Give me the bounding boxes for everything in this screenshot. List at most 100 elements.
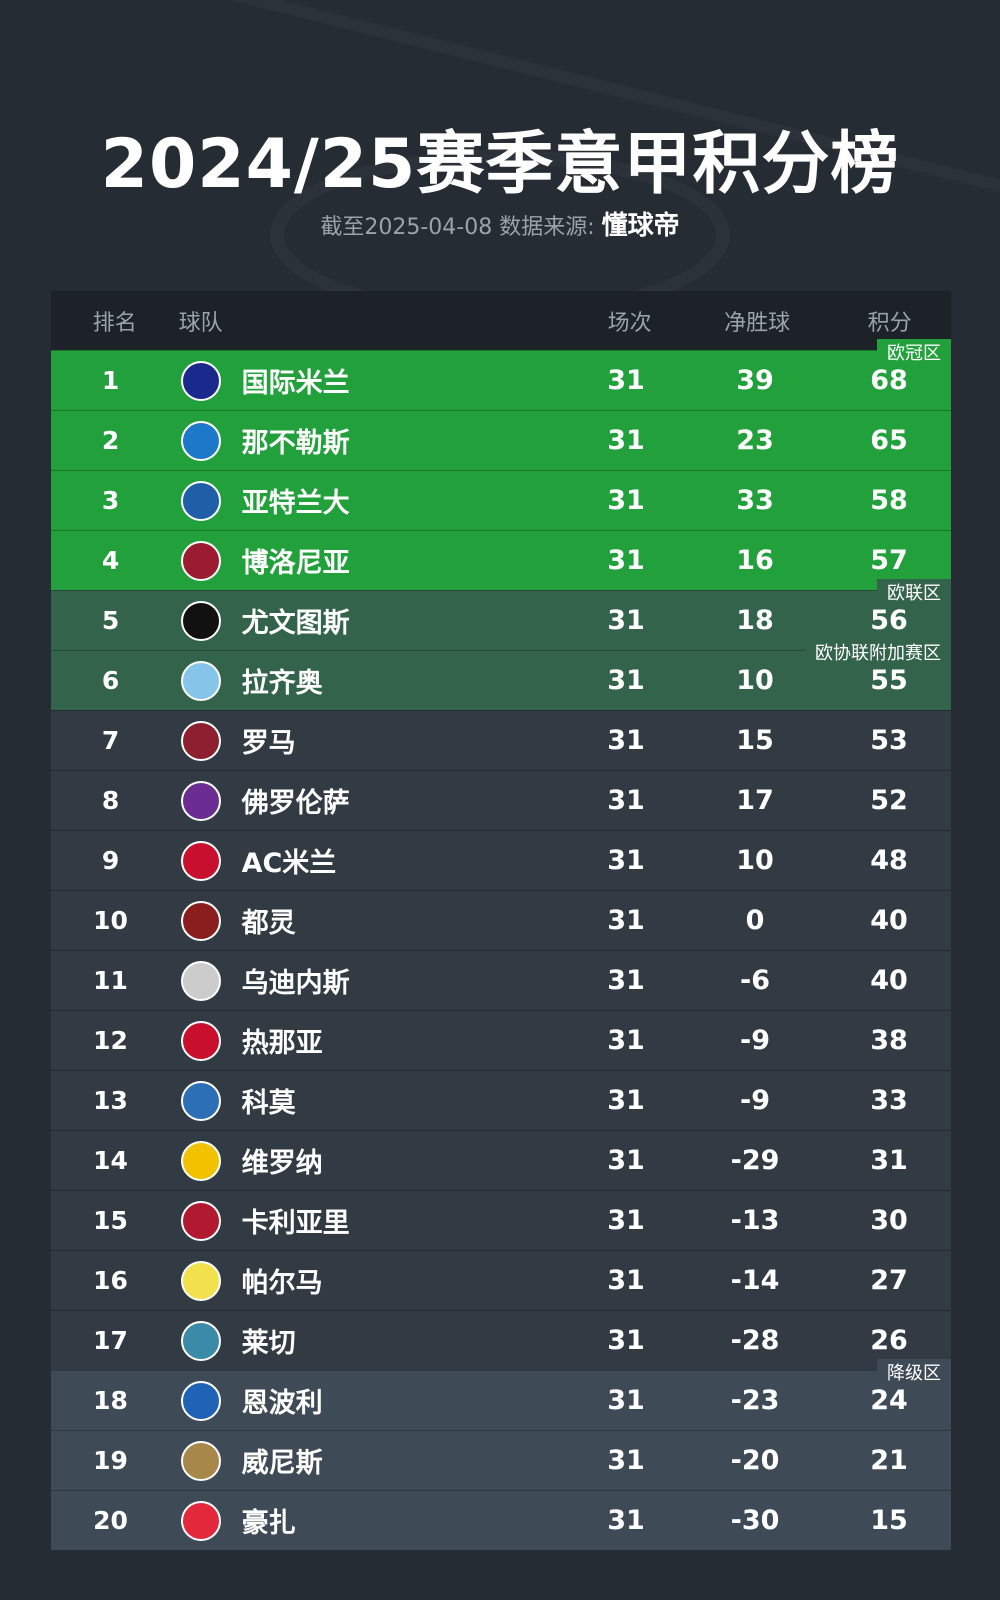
table-row[interactable]: 7 罗马 31 15 53 (51, 710, 951, 770)
rank: 19 (93, 1446, 128, 1475)
team-logo-icon (180, 960, 221, 1001)
team-logo-icon (180, 1380, 221, 1421)
played: 31 (607, 545, 645, 576)
rank: 14 (93, 1146, 128, 1175)
points: 30 (870, 1205, 908, 1236)
header-gd: 净胜球 (724, 310, 791, 336)
played: 31 (607, 1505, 645, 1536)
rank: 3 (101, 486, 120, 515)
subtitle: 截至2025-04-08 数据来源: 懂球帝 (0, 205, 1000, 242)
points: 24 (870, 1385, 908, 1416)
team-name[interactable]: 帕尔马 (241, 1268, 323, 1299)
rank: 5 (101, 606, 120, 635)
rank: 10 (93, 906, 128, 935)
team-name[interactable]: 威尼斯 (241, 1448, 323, 1479)
table-row[interactable]: 11 乌迪内斯 31 -6 40 (51, 950, 951, 1010)
table-row[interactable]: 降级区 18 恩波利 31 -23 24 (51, 1359, 951, 1430)
rank: 1 (101, 366, 120, 395)
table-row[interactable]: 17 莱切 31 -28 26 (51, 1310, 951, 1370)
table-row[interactable]: 16 帕尔马 31 -14 27 (51, 1250, 951, 1310)
zone-label-ucl: 欧冠区 (877, 339, 951, 367)
played: 31 (607, 605, 645, 636)
goal-difference: -9 (740, 1085, 771, 1116)
goal-difference: -14 (730, 1265, 780, 1296)
team-name[interactable]: 卡利亚里 (241, 1208, 350, 1239)
team-name[interactable]: 罗马 (241, 728, 296, 759)
team-logo-icon (180, 840, 221, 881)
table-row[interactable]: 10 都灵 31 0 40 (51, 890, 951, 950)
team-logo-icon (180, 1320, 221, 1361)
team-name[interactable]: 热那亚 (241, 1028, 323, 1059)
team-name[interactable]: 拉齐奥 (241, 668, 323, 699)
goal-difference: 10 (736, 845, 774, 876)
points: 57 (870, 545, 908, 576)
played: 31 (607, 1145, 645, 1176)
team-logo-icon (180, 1260, 221, 1301)
team-name[interactable]: 恩波利 (241, 1388, 323, 1419)
team-name[interactable]: 豪扎 (241, 1508, 296, 1539)
goal-difference: 16 (736, 545, 774, 576)
header-played: 场次 (607, 310, 652, 336)
table-row[interactable]: 4 博洛尼亚 31 16 57 (51, 530, 951, 590)
team-logo-icon (180, 1200, 221, 1241)
table-row[interactable]: 2 那不勒斯 31 23 65 (51, 410, 951, 470)
points: 31 (870, 1145, 908, 1176)
team-name[interactable]: 乌迪内斯 (241, 968, 350, 999)
played: 31 (607, 665, 645, 696)
team-name[interactable]: 莱切 (241, 1328, 296, 1359)
team-name[interactable]: AC米兰 (241, 848, 337, 879)
team-logo-icon (180, 720, 221, 761)
zone-label-rel: 降级区 (877, 1359, 951, 1387)
team-logo-icon (180, 1020, 221, 1061)
points: 53 (870, 725, 908, 756)
table-row[interactable]: 13 科莫 31 -9 33 (51, 1070, 951, 1130)
goal-difference: -29 (730, 1145, 780, 1176)
table-row[interactable]: 20 豪扎 31 -30 15 (51, 1490, 951, 1550)
team-logo-icon (180, 1500, 221, 1541)
table-row[interactable]: 14 维罗纳 31 -29 31 (51, 1130, 951, 1190)
source-name: 懂球帝 (601, 211, 680, 241)
points: 40 (870, 965, 908, 996)
table-row[interactable]: 19 威尼斯 31 -20 21 (51, 1430, 951, 1490)
team-logo-icon (180, 900, 221, 941)
table-row[interactable]: 9 AC米兰 31 10 48 (51, 830, 951, 890)
team-logo-icon (180, 1080, 221, 1121)
table-row[interactable]: 3 亚特兰大 31 33 58 (51, 470, 951, 530)
points: 65 (870, 425, 908, 456)
goal-difference: 0 (745, 905, 765, 936)
table-row[interactable]: 欧冠区 1 国际米兰 31 39 68 (51, 339, 951, 410)
rank: 9 (101, 846, 120, 875)
rank: 4 (101, 546, 120, 575)
rank: 18 (93, 1386, 128, 1415)
team-name[interactable]: 国际米兰 (241, 368, 350, 399)
team-name[interactable]: 佛罗伦萨 (241, 788, 350, 819)
rank: 7 (101, 726, 120, 755)
team-logo-icon (180, 600, 221, 641)
team-logo-icon (180, 1440, 221, 1481)
played: 31 (607, 1445, 645, 1476)
team-name[interactable]: 科莫 (241, 1088, 296, 1119)
played: 31 (607, 1325, 645, 1356)
points: 55 (870, 665, 908, 696)
table-row[interactable]: 15 卡利亚里 31 -13 30 (51, 1190, 951, 1250)
played: 31 (607, 425, 645, 456)
goal-difference: 18 (736, 605, 774, 636)
team-name[interactable]: 维罗纳 (241, 1148, 323, 1179)
table-row[interactable]: 8 佛罗伦萨 31 17 52 (51, 770, 951, 830)
team-name[interactable]: 亚特兰大 (241, 488, 350, 519)
goal-difference: 23 (736, 425, 774, 456)
table-row[interactable]: 欧联区 5 尤文图斯 31 18 56 (51, 579, 951, 650)
played: 31 (607, 725, 645, 756)
team-name[interactable]: 都灵 (241, 908, 296, 939)
played: 31 (607, 845, 645, 876)
team-name[interactable]: 那不勒斯 (241, 428, 350, 459)
rank: 11 (93, 966, 128, 995)
team-name[interactable]: 博洛尼亚 (241, 548, 350, 579)
team-name[interactable]: 尤文图斯 (241, 608, 350, 639)
table-row[interactable]: 12 热那亚 31 -9 38 (51, 1010, 951, 1070)
goal-difference: -13 (730, 1205, 780, 1236)
played: 31 (607, 1025, 645, 1056)
played: 31 (607, 965, 645, 996)
table-row[interactable]: 欧协联附加赛区 6 拉齐奥 31 10 55 (51, 639, 951, 710)
goal-difference: -23 (730, 1385, 780, 1416)
